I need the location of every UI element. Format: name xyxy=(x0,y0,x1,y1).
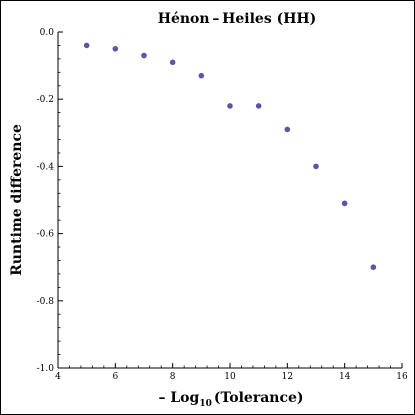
data-point xyxy=(370,264,377,271)
data-point xyxy=(112,46,119,52)
data-point xyxy=(284,126,291,133)
tick-labels: 4 6 8 10 12 14 16 0.0 -0.2 -0.4 -0.6 -0.8 -1.0 xyxy=(37,28,408,382)
data-points xyxy=(83,42,377,271)
y-tick-label: -0.4 xyxy=(37,162,55,172)
x-tick-label: 14 xyxy=(339,372,351,382)
x-tick-label: 16 xyxy=(396,372,408,382)
ticks xyxy=(57,31,403,369)
x-tick-label: 4 xyxy=(55,372,61,382)
data-point xyxy=(227,103,233,109)
data-point xyxy=(141,52,147,59)
y-tick-label: -1.0 xyxy=(37,364,55,374)
chart-title: Hénon – Heiles (HH) xyxy=(158,11,317,27)
x-axis-label: – Log10 (Tolerance) xyxy=(158,390,303,409)
data-point xyxy=(341,200,348,207)
x-tick-label: 6 xyxy=(112,372,118,382)
x-tick-label: 10 xyxy=(224,372,236,382)
x-axis-label-prefix: – Log xyxy=(158,390,199,406)
x-axis-label-subscript: 10 xyxy=(199,399,212,409)
data-point xyxy=(255,103,262,109)
axes xyxy=(57,32,402,369)
data-point xyxy=(198,72,205,79)
data-point xyxy=(83,42,90,49)
y-tick-label: 0.0 xyxy=(40,28,55,38)
y-axis-label: Runtime difference xyxy=(9,124,25,276)
x-axis-label-suffix: (Tolerance) xyxy=(214,390,304,406)
y-tick-label: -0.8 xyxy=(37,297,55,307)
x-tick-label: 12 xyxy=(282,372,293,382)
data-point xyxy=(169,59,176,66)
y-tick-label: -0.2 xyxy=(37,95,54,105)
data-point xyxy=(313,163,319,170)
y-tick-label: -0.6 xyxy=(37,230,55,240)
x-tick-label: 8 xyxy=(170,372,176,382)
